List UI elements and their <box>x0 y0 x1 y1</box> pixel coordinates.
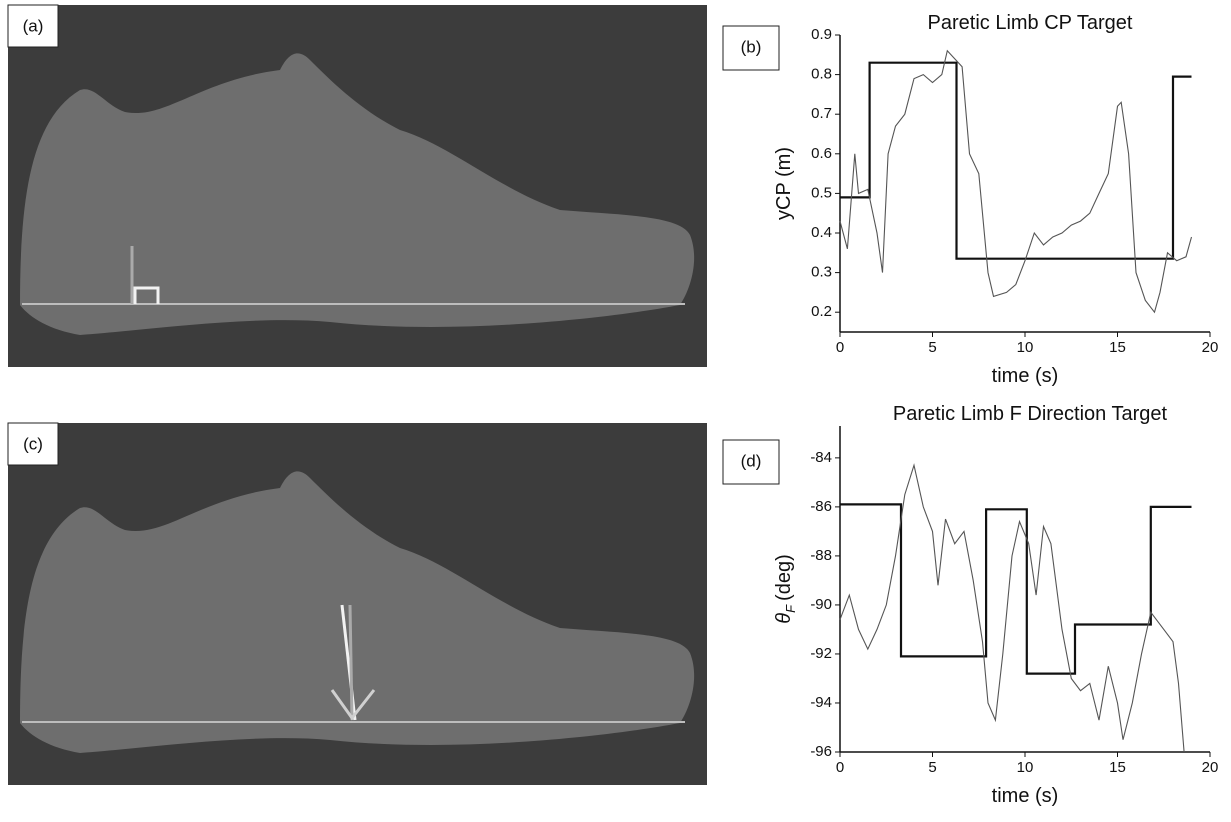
y-tick-label: 0.2 <box>811 303 832 320</box>
y-tick-label: 0.8 <box>811 66 832 83</box>
y-tick-label: -84 <box>810 449 832 466</box>
x-tick-label: 15 <box>1109 759 1126 776</box>
x-axis-label: time (s) <box>992 785 1059 807</box>
data-line <box>839 463 1185 753</box>
y-tick-label: -94 <box>810 694 832 711</box>
scene-a: (a) <box>7 4 707 367</box>
y-tick-label: -88 <box>810 547 832 564</box>
x-tick-label: 10 <box>1017 339 1034 356</box>
y-tick-label: 0.5 <box>811 184 832 201</box>
x-tick-label: 0 <box>836 339 844 356</box>
x-tick-label: 15 <box>1109 339 1126 356</box>
panel-label: (d) <box>741 451 762 470</box>
data-line <box>839 49 1193 314</box>
x-tick-label: 20 <box>1202 759 1219 776</box>
panel-label: (c) <box>23 434 43 453</box>
y-tick-label: -86 <box>810 498 832 515</box>
y-tick-label: 0.6 <box>811 145 832 162</box>
data-line <box>840 61 1192 260</box>
x-tick-label: 20 <box>1202 339 1219 356</box>
y-axis-label: yCP (m) <box>773 147 795 220</box>
x-axis-label: time (s) <box>992 365 1059 387</box>
x-tick-label: 0 <box>836 759 844 776</box>
y-tick-label: 0.3 <box>811 264 832 281</box>
y-tick-label: 0.7 <box>811 105 832 122</box>
panel-label: (a) <box>23 16 44 35</box>
y-tick-label: -90 <box>810 596 832 613</box>
x-tick-label: 5 <box>928 339 936 356</box>
chart-title: Paretic Limb F Direction Target <box>893 403 1168 425</box>
x-tick-label: 5 <box>928 759 936 776</box>
scene-c: (c) <box>7 422 707 785</box>
y-axis-unit: (deg) <box>773 554 795 601</box>
chart-title: Paretic Limb CP Target <box>928 12 1133 34</box>
y-tick-label: 0.9 <box>811 26 832 43</box>
x-tick-label: 10 <box>1017 759 1034 776</box>
y-tick-label: -96 <box>810 743 832 760</box>
panel-label: (b) <box>741 37 762 56</box>
y-axis-subscript: F <box>783 604 798 613</box>
data-line <box>840 503 1192 675</box>
y-tick-label: 0.4 <box>811 224 832 241</box>
y-axis-symbol: θ <box>773 613 795 624</box>
y-axis-label: θF (deg) <box>773 554 798 624</box>
y-tick-label: -92 <box>810 645 832 662</box>
